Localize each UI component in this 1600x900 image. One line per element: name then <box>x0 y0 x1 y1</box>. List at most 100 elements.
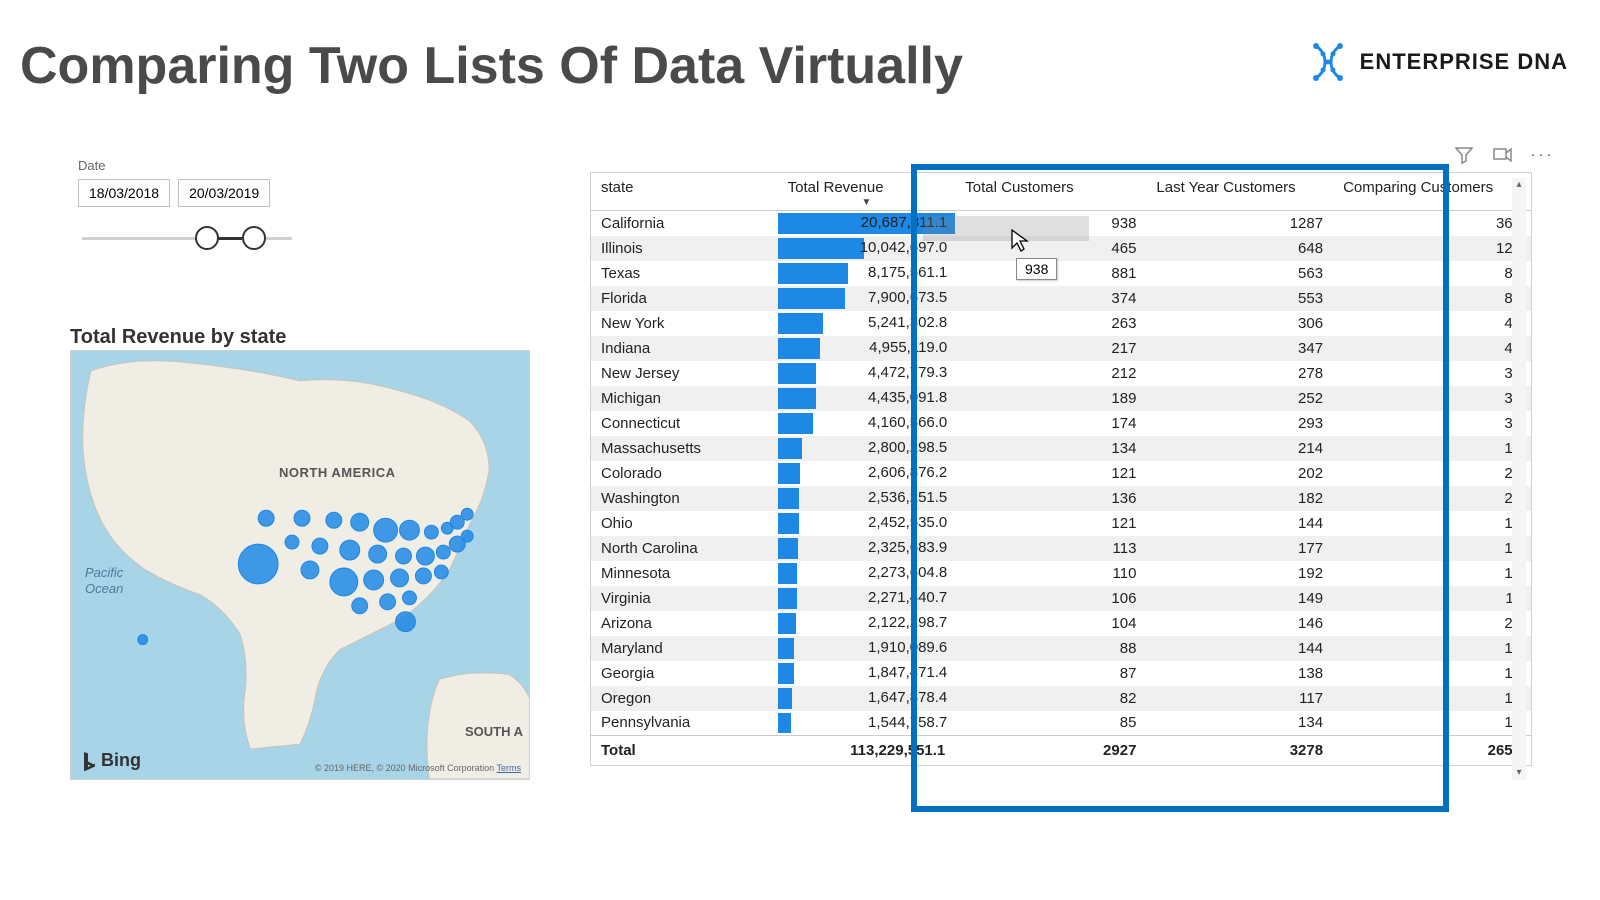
cell-revenue: 1,647,878.4 <box>778 686 956 711</box>
col-header-state[interactable]: state <box>591 173 778 211</box>
cell-revenue: 2,122,298.7 <box>778 611 956 636</box>
table-total-row: Total 113,229,551.1 2927 3278 2657 <box>591 736 1531 766</box>
cell-comparing: 20 <box>1333 611 1531 636</box>
table-row[interactable]: California20,687,811.19381287363 <box>591 211 1531 236</box>
table-scrollbar[interactable]: ▴ ▾ <box>1512 178 1526 780</box>
total-label: Total <box>591 736 778 766</box>
cell-revenue: 2,271,440.7 <box>778 586 956 611</box>
table-row[interactable]: Virginia2,271,440.710614911 <box>591 586 1531 611</box>
cell-total-customers: 121 <box>955 511 1146 536</box>
more-options-icon[interactable]: ··· <box>1530 144 1554 165</box>
table-row[interactable]: Connecticut4,160,566.017429339 <box>591 411 1531 436</box>
filter-icon[interactable] <box>1454 145 1474 165</box>
cell-comparing: 15 <box>1333 511 1531 536</box>
map-title: Total Revenue by state <box>70 326 286 349</box>
table-row[interactable]: Minnesota2,273,604.811019214 <box>591 561 1531 586</box>
slider-handle-to[interactable] <box>242 226 266 250</box>
cell-state: Washington <box>591 486 778 511</box>
total-last-year: 3278 <box>1146 736 1333 766</box>
cell-total-customers: 465 <box>955 236 1146 261</box>
table-row[interactable]: Massachusetts2,800,298.513421419 <box>591 436 1531 461</box>
total-revenue: 113,229,551.1 <box>778 736 956 766</box>
cell-total-customers: 189 <box>955 386 1146 411</box>
scroll-up-icon[interactable]: ▴ <box>1512 178 1526 192</box>
map-visual[interactable]: NORTH AMERICA SOUTH A PacificOcean Bing … <box>70 350 530 780</box>
cell-revenue: 10,042,697.0 <box>778 236 956 261</box>
cell-last-year: 306 <box>1146 311 1333 336</box>
cell-comparing: 11 <box>1333 586 1531 611</box>
map-canvas <box>71 351 529 779</box>
table-row[interactable]: Indiana4,955,119.021734748 <box>591 336 1531 361</box>
cell-revenue: 2,325,683.9 <box>778 536 956 561</box>
slider-handle-from[interactable] <box>195 226 219 250</box>
cell-last-year: 182 <box>1146 486 1333 511</box>
cell-last-year: 149 <box>1146 586 1333 611</box>
visual-toolbar: ··· <box>1454 144 1554 165</box>
table-row[interactable]: Illinois10,042,697.0465648121 <box>591 236 1531 261</box>
sort-desc-icon: ▼ <box>862 197 872 208</box>
cell-revenue: 2,273,604.8 <box>778 561 956 586</box>
table-row[interactable]: Texas8,175,561.188156380 <box>591 261 1531 286</box>
cell-comparing: 40 <box>1333 311 1531 336</box>
date-from-input[interactable]: 18/03/2018 <box>78 179 170 207</box>
cell-state: Pennsylvania <box>591 711 778 736</box>
table-row[interactable]: Washington2,536,251.513618222 <box>591 486 1531 511</box>
cell-state: Connecticut <box>591 411 778 436</box>
data-table[interactable]: state Total Revenue▼ Total Customers Las… <box>590 172 1532 766</box>
cell-comparing: 14 <box>1333 561 1531 586</box>
col-header-comparing[interactable]: Comparing Customers <box>1333 173 1531 211</box>
cell-total-customers: 113 <box>955 536 1146 561</box>
table-row[interactable]: Ohio2,452,535.012114415 <box>591 511 1531 536</box>
table-row[interactable]: New York5,241,302.826330640 <box>591 311 1531 336</box>
cell-revenue: 2,800,298.5 <box>778 436 956 461</box>
cell-comparing: 27 <box>1333 461 1531 486</box>
table-row[interactable]: Georgia1,847,471.48713814 <box>591 661 1531 686</box>
cell-total-customers: 104 <box>955 611 1146 636</box>
table-row[interactable]: Pennsylvania1,544,758.78513415 <box>591 711 1531 736</box>
cell-last-year: 293 <box>1146 411 1333 436</box>
cell-total-customers: 374 <box>955 286 1146 311</box>
col-header-revenue[interactable]: Total Revenue▼ <box>778 173 956 211</box>
cell-last-year: 192 <box>1146 561 1333 586</box>
cell-comparing: 15 <box>1333 536 1531 561</box>
col-header-total-customers[interactable]: Total Customers <box>955 173 1146 211</box>
table-row[interactable]: Florida7,900,673.537455380 <box>591 286 1531 311</box>
date-to-input[interactable]: 20/03/2019 <box>178 179 270 207</box>
map-copyright: © 2019 HERE, © 2020 Microsoft Corporatio… <box>315 763 521 773</box>
table-row[interactable]: North Carolina2,325,683.911317715 <box>591 536 1531 561</box>
cell-total-customers: 87 <box>955 661 1146 686</box>
cell-last-year: 138 <box>1146 661 1333 686</box>
table-row[interactable]: Oregon1,647,878.48211712 <box>591 686 1531 711</box>
col-header-last-year[interactable]: Last Year Customers <box>1146 173 1333 211</box>
cell-revenue: 1,544,758.7 <box>778 711 956 736</box>
date-slider[interactable] <box>82 223 292 253</box>
cell-total-customers: 938 <box>955 211 1146 236</box>
cell-state: North Carolina <box>591 536 778 561</box>
cell-last-year: 202 <box>1146 461 1333 486</box>
table-row[interactable]: New Jersey4,472,779.321227832 <box>591 361 1531 386</box>
cell-total-customers: 263 <box>955 311 1146 336</box>
cell-total-customers: 82 <box>955 686 1146 711</box>
tooltip: 938 <box>1016 258 1057 280</box>
cell-last-year: 563 <box>1146 261 1333 286</box>
cell-revenue: 20,687,811.1 <box>778 211 956 236</box>
date-slicer[interactable]: Date 18/03/2018 20/03/2019 <box>78 158 338 253</box>
table-row[interactable]: Maryland1,910,089.68814415 <box>591 636 1531 661</box>
table-row[interactable]: Colorado2,606,876.212120227 <box>591 461 1531 486</box>
cell-comparing: 80 <box>1333 261 1531 286</box>
scroll-down-icon[interactable]: ▾ <box>1512 766 1526 780</box>
table-row[interactable]: Michigan4,435,091.818925232 <box>591 386 1531 411</box>
cell-state: Maryland <box>591 636 778 661</box>
cell-revenue: 2,606,876.2 <box>778 461 956 486</box>
focus-mode-icon[interactable] <box>1492 145 1512 165</box>
brand-logo: ENTERPRISE DNA <box>1308 42 1568 82</box>
table-row[interactable]: Arizona2,122,298.710414620 <box>591 611 1531 636</box>
map-terms-link[interactable]: Terms <box>497 763 522 773</box>
map-label-south-america: SOUTH A <box>465 724 523 739</box>
cell-comparing: 80 <box>1333 286 1531 311</box>
cell-total-customers: 174 <box>955 411 1146 436</box>
cell-total-customers: 217 <box>955 336 1146 361</box>
cell-last-year: 1287 <box>1146 211 1333 236</box>
cell-comparing: 39 <box>1333 411 1531 436</box>
bing-logo: Bing <box>81 750 141 771</box>
